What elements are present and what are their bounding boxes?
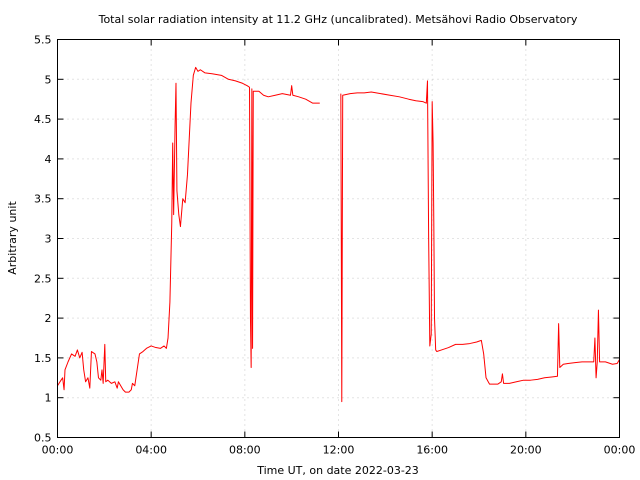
- y-tick-label: 0.5: [34, 432, 52, 445]
- grid-lines: [57, 39, 620, 438]
- y-tick-label: 3: [45, 233, 52, 246]
- y-tick-label: 5: [45, 73, 52, 86]
- x-tick-label: 20:00: [510, 444, 542, 457]
- x-tick-label: 00:00: [604, 444, 636, 457]
- series-line: [340, 80, 620, 403]
- y-axis-label: Arbitrary unit: [6, 201, 19, 275]
- x-tick-label: 12:00: [323, 444, 355, 457]
- y-tick-label: 2: [45, 312, 52, 325]
- series-line: [57, 66, 320, 393]
- x-tick-label: 08:00: [229, 444, 261, 457]
- y-tick-label: 5.5: [34, 34, 52, 47]
- y-tick-label: 4.5: [34, 113, 52, 126]
- axis-ticks: [57, 39, 620, 438]
- x-axis-label: Time UT, on date 2022-03-23: [256, 464, 419, 477]
- x-tick-label: 00:00: [42, 444, 74, 457]
- y-tick-label: 3.5: [34, 193, 52, 206]
- data-series-layer: [57, 66, 620, 403]
- y-tick-label: 4: [45, 153, 52, 166]
- y-tick-label: 1.5: [34, 352, 52, 365]
- chart-title: Total solar radiation intensity at 11.2 …: [98, 13, 578, 26]
- x-tick-label: 16:00: [416, 444, 448, 457]
- y-tick-labels: 0.5 1 1.5 2 2.5 3 3.5 4 4.5 5 5.5: [34, 34, 52, 445]
- y-tick-label: 1: [45, 392, 52, 405]
- x-tick-labels: 00:00 04:00 08:00 12:00 16:00 20:00 00:00: [42, 444, 636, 457]
- x-tick-label: 04:00: [135, 444, 167, 457]
- y-tick-label: 2.5: [34, 272, 52, 285]
